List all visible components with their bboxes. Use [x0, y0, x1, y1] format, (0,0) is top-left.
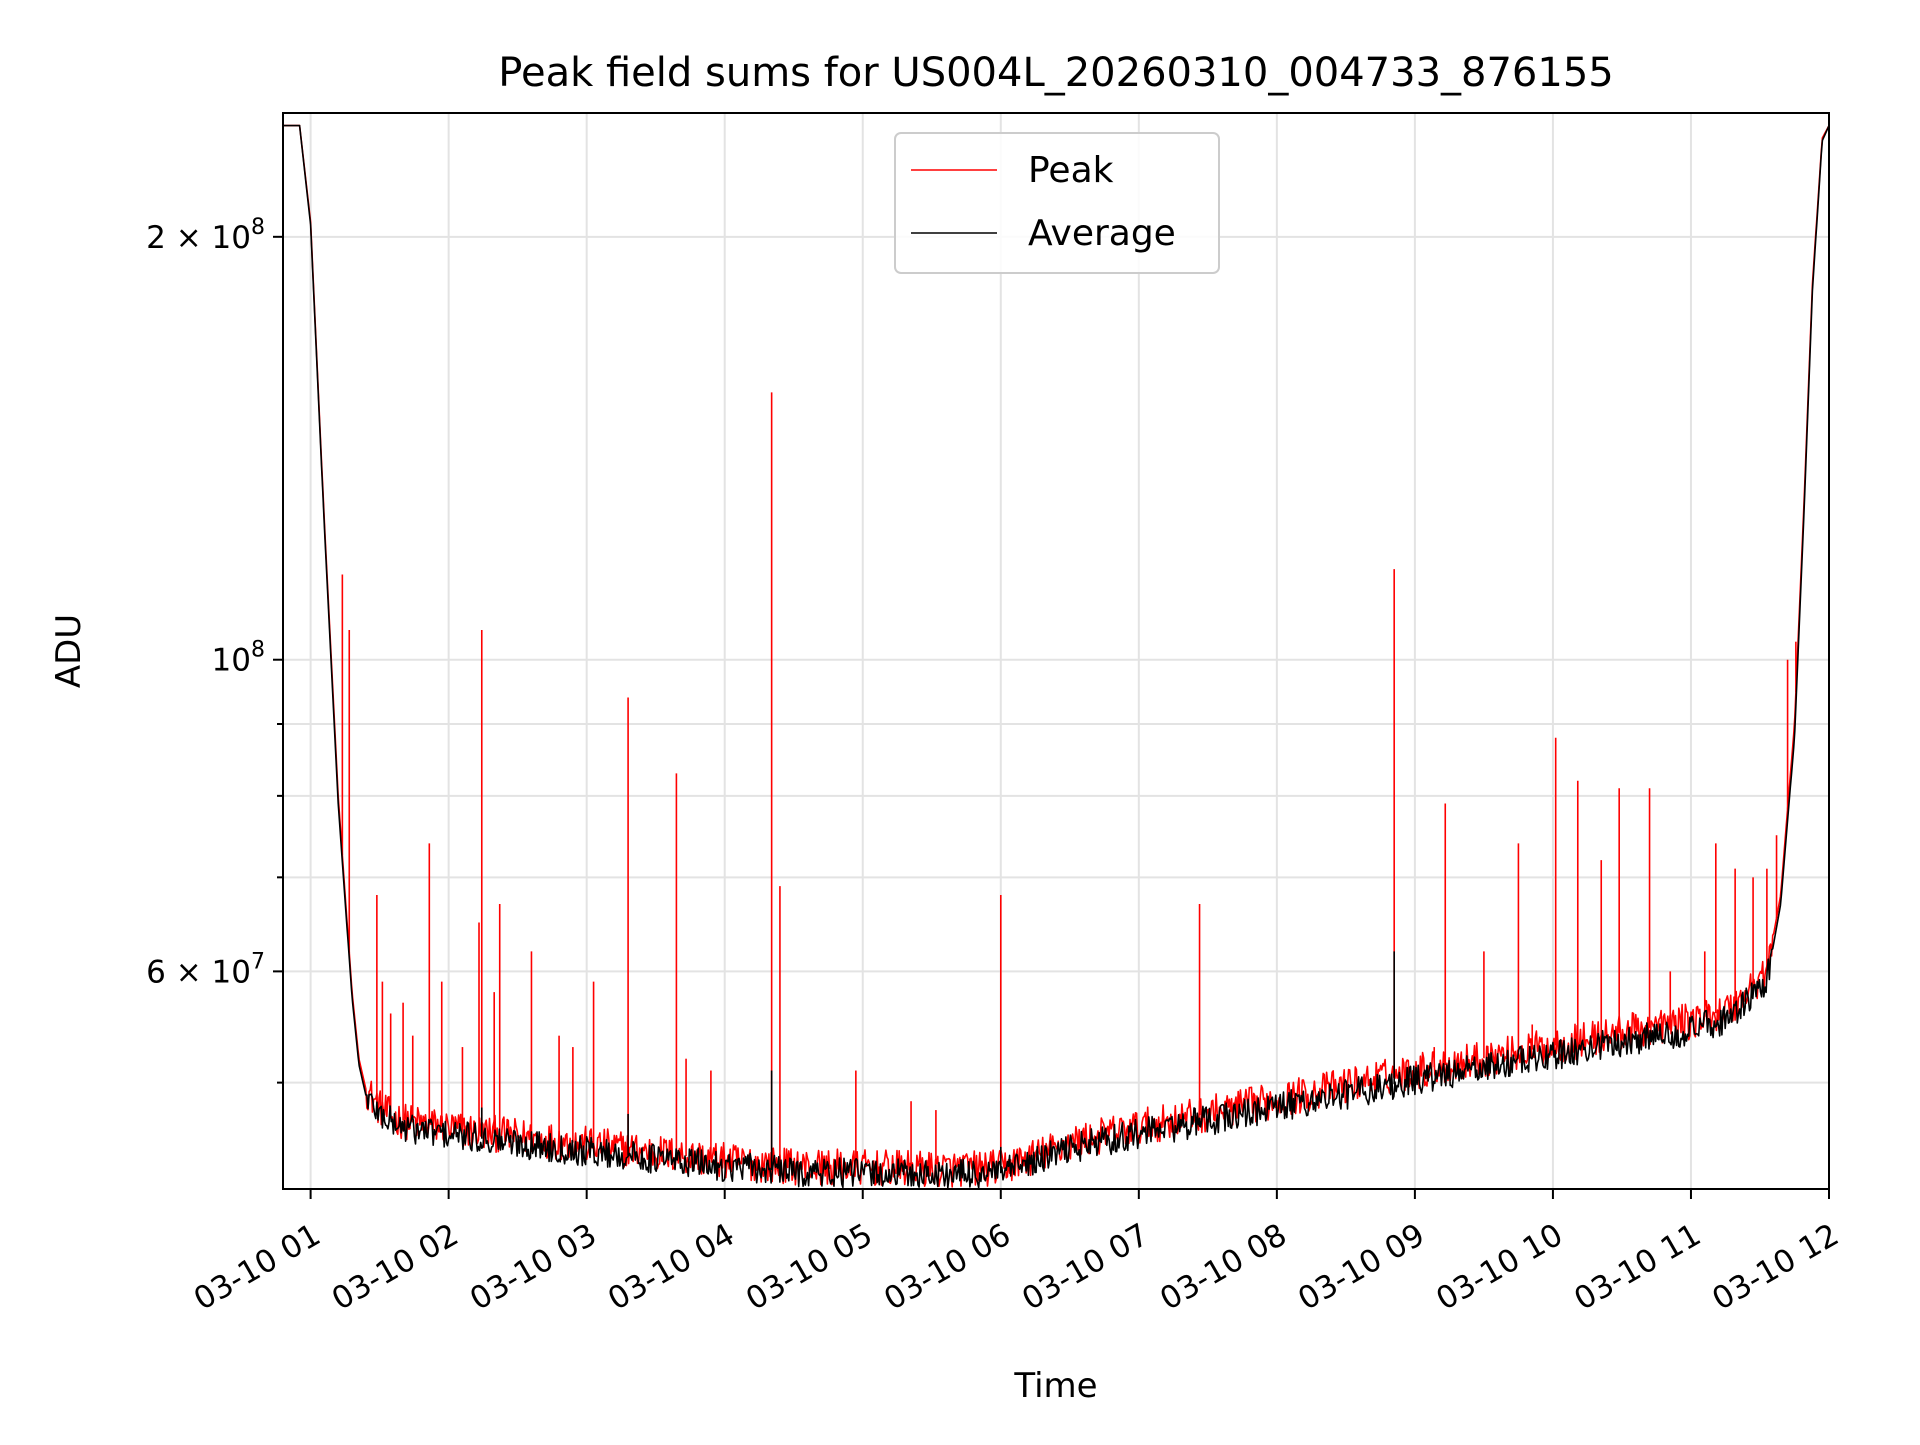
average-series-line [283, 124, 1830, 1189]
x-axis-label: Time [1013, 1366, 1097, 1406]
y-tick-label: 6 × 107 [146, 949, 265, 990]
y-tick-label: 2 × 108 [146, 215, 265, 256]
plot-frame [282, 112, 1830, 1190]
legend: Peak Average [894, 132, 1220, 274]
legend-peak-label: Peak [1028, 150, 1114, 191]
y-axis-label: ADU [49, 614, 89, 688]
legend-average-label: Average [1028, 213, 1176, 254]
series-layer [283, 124, 1830, 1189]
chart-title: Peak field sums for US004L_20260310_0047… [498, 50, 1613, 96]
legend-box [894, 132, 1220, 274]
y-tick-label: 108 [212, 638, 265, 679]
